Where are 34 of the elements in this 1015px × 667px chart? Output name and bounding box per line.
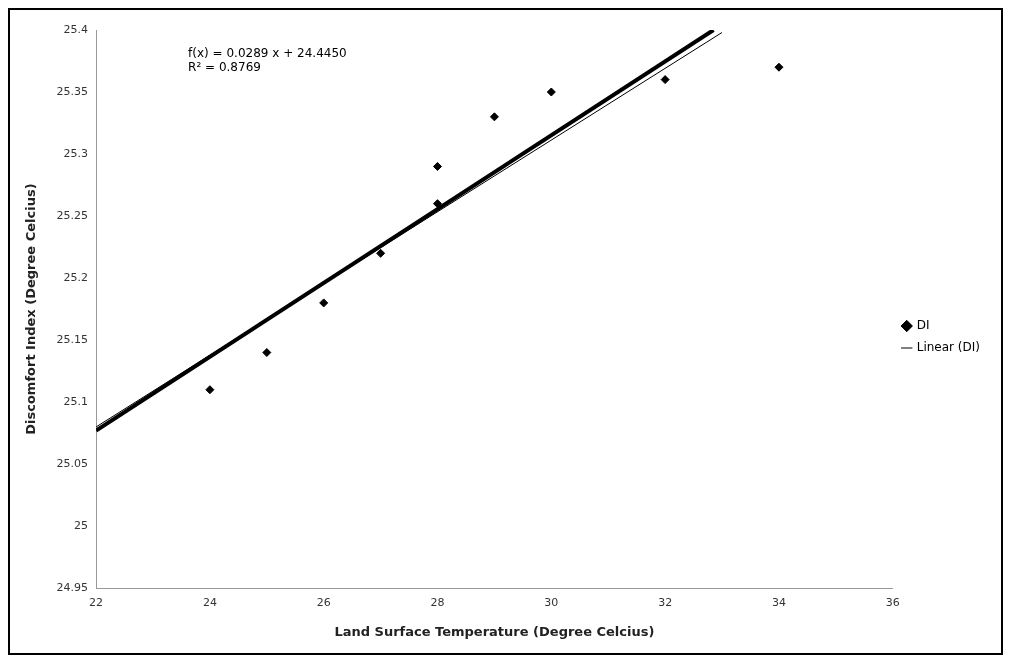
y-tick-label: 25.2 <box>63 270 89 284</box>
x-tick-label: 32 <box>658 595 673 609</box>
x-tick-label: 26 <box>316 595 331 609</box>
legend-label: Linear (DI) <box>916 340 981 355</box>
annotation: f(x) = 0.0289 x + 24.4450 <box>188 46 347 61</box>
x-axis-title: Land Surface Temperature (Degree Celcius) <box>334 623 655 639</box>
y-tick-label: 25 <box>74 519 89 533</box>
x-tick-label: 36 <box>885 595 900 609</box>
legend-label: DI <box>916 318 930 333</box>
y-tick-label: 25.05 <box>56 457 89 471</box>
point <box>319 298 329 308</box>
x-tick-label: 28 <box>430 595 445 609</box>
y-tick-label: 25.35 <box>56 84 89 98</box>
x-tick-label: 30 <box>544 595 559 609</box>
y-tick-label: 25.15 <box>56 332 89 346</box>
point <box>433 199 443 209</box>
y-tick-label: 24.95 <box>56 581 89 595</box>
annotation: R² = 0.8769 <box>188 60 261 75</box>
y-axis-title: Discomfort Index (Degree Celcius) <box>23 183 39 435</box>
point <box>774 62 784 72</box>
x-tick-label: 22 <box>89 595 104 609</box>
point <box>660 75 670 85</box>
y-tick-label: 25.25 <box>56 208 89 222</box>
point <box>376 248 386 258</box>
y-tick-label: 25.4 <box>63 22 89 36</box>
x-tick-label: 24 <box>202 595 217 609</box>
point <box>546 87 556 97</box>
point <box>433 161 443 171</box>
y-tick-label: 25.1 <box>63 394 89 408</box>
point <box>489 112 499 122</box>
y-tick-label: 25.3 <box>63 146 89 160</box>
point <box>205 385 215 395</box>
point <box>262 348 272 358</box>
x-tick-label: 34 <box>771 595 786 609</box>
